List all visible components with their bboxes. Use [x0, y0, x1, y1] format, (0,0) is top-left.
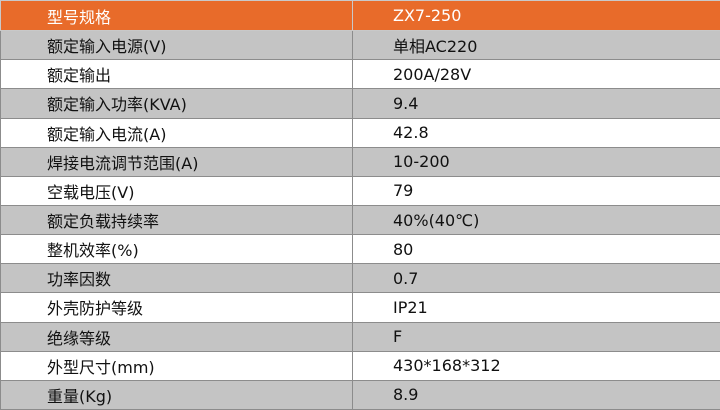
row-label: 空载电压(V) [0, 175, 353, 206]
row-label: 重量(Kg) [0, 379, 353, 410]
table-row: 空载电压(V) 79 [0, 175, 720, 206]
row-value: 0.7 [352, 263, 720, 294]
row-value: IP21 [352, 292, 720, 323]
row-value: 40%(40℃) [352, 204, 720, 236]
header-model: ZX7-250 [352, 0, 720, 32]
row-value: 80 [352, 234, 720, 265]
row-label: 额定负载持续率 [0, 204, 353, 236]
table-row: 额定输出 200A/28V [0, 59, 720, 90]
row-label: 焊接电流调节范围(A) [0, 146, 353, 177]
table-row: 焊接电流调节范围(A) 10-200 [0, 146, 720, 177]
table-row: 功率因数 0.7 [0, 263, 720, 294]
row-value: F [352, 321, 720, 352]
row-label: 额定输入功率(KVA) [0, 88, 353, 119]
table-row: 额定负载持续率 40%(40℃) [0, 204, 720, 236]
table-row: 额定输入电源(V) 单相AC220 [0, 30, 720, 61]
table-row: 绝缘等级 F [0, 321, 720, 352]
row-label: 功率因数 [0, 263, 353, 294]
header-label: 型号规格 [0, 0, 353, 32]
row-value: 单相AC220 [352, 30, 720, 61]
table-header-row: 型号规格 ZX7-250 [0, 0, 720, 32]
row-label: 外型尺寸(mm) [0, 350, 353, 381]
row-label: 外壳防护等级 [0, 292, 353, 323]
row-value: 430*168*312 [352, 350, 720, 381]
row-label: 整机效率(%) [0, 234, 353, 265]
row-label: 额定输入电流(A) [0, 117, 353, 148]
row-value: 200A/28V [352, 59, 720, 90]
table-row: 重量(Kg) 8.9 [0, 379, 720, 410]
table-row: 额定输入功率(KVA) 9.4 [0, 88, 720, 119]
row-value: 79 [352, 175, 720, 206]
table-row: 额定输入电流(A) 42.8 [0, 117, 720, 148]
row-label: 额定输入电源(V) [0, 30, 353, 61]
row-value: 10-200 [352, 146, 720, 177]
table-row: 外壳防护等级 IP21 [0, 292, 720, 323]
row-value: 8.9 [352, 379, 720, 410]
table-row: 整机效率(%) 80 [0, 234, 720, 265]
row-label: 绝缘等级 [0, 321, 353, 352]
table-row: 外型尺寸(mm) 430*168*312 [0, 350, 720, 381]
row-value: 42.8 [352, 117, 720, 148]
row-value: 9.4 [352, 88, 720, 119]
row-label: 额定输出 [0, 59, 353, 90]
